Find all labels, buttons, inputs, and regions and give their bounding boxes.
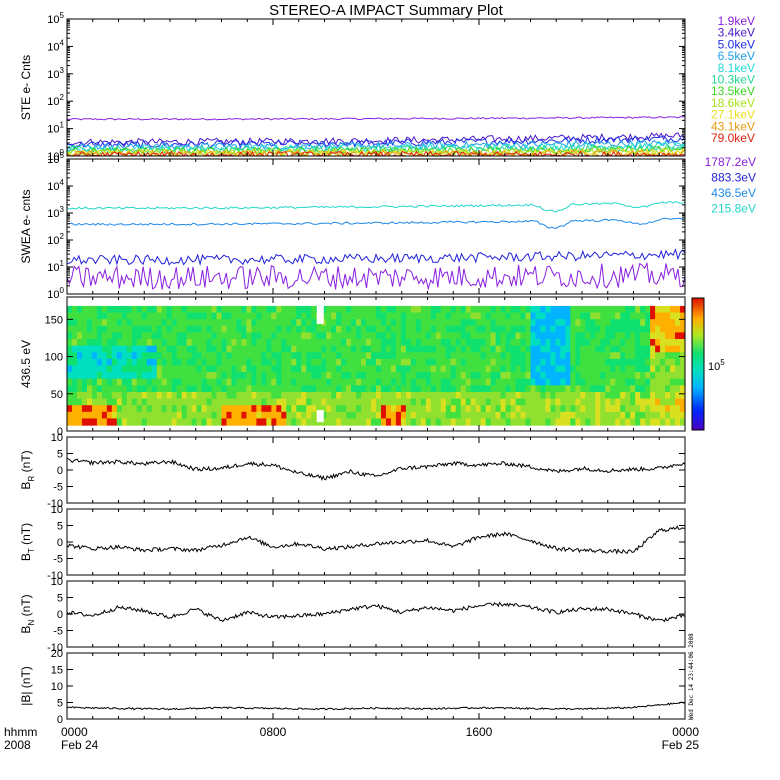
bt-ytick-label: 0	[57, 537, 63, 549]
x-axis-label-year: 2008	[4, 738, 31, 752]
ste-series-group	[67, 116, 685, 156]
legend-ste-item: 3.4keV	[718, 26, 755, 40]
swea-series-215.8eV	[67, 200, 685, 213]
bt-ytick-label: 10	[51, 504, 63, 516]
x-tick-date: Feb 24	[61, 738, 99, 752]
legend-ste-item: 10.3keV	[711, 73, 755, 87]
swea-ytick-label: 103	[47, 205, 64, 220]
bn-ytick-label: 0	[57, 609, 63, 621]
bn-ytick-label: 10	[51, 576, 63, 588]
pad-ytick-label: 150	[45, 314, 63, 326]
bt-y-axis-title: BT (nT)	[19, 523, 36, 561]
br-ytick-label: 0	[57, 465, 63, 477]
bmag-ytick-label: 5	[57, 698, 63, 710]
ste-panel-frame	[66, 18, 686, 157]
swea-ytick-label: 105	[47, 151, 64, 166]
br-ytick-label: 5	[57, 449, 63, 461]
legend-ste-item: 79.0keV	[711, 131, 755, 145]
x-tick-time: 0000	[61, 725, 88, 739]
ste-ytick-label: 102	[47, 93, 64, 108]
swea-y-axis-title: SWEA e- cnts	[19, 189, 33, 263]
colorbar	[691, 297, 705, 431]
x-tick-date: Feb 25	[662, 738, 700, 752]
plot-title: STEREO-A IMPACT Summary Plot	[269, 2, 503, 19]
ste-legend: 1.9keV3.4keV5.0keV6.5keV8.1keV10.3keV13.…	[711, 14, 755, 145]
ste-series-1.9keV	[67, 116, 685, 121]
ste-y-axis-title: STE e- Cnts	[19, 55, 33, 120]
swea-ytick-label: 101	[47, 259, 64, 274]
x-tick-time: 0800	[260, 725, 287, 739]
bmag-ytick-label: 20	[51, 648, 63, 660]
swea-series-883.3eV	[67, 248, 685, 267]
legend-ste-item: 6.5keV	[718, 49, 755, 63]
bn-ytick-label: -10	[47, 642, 63, 654]
x-axis-label-hhmm: hhmm	[4, 725, 37, 739]
ste-ytick-label: 103	[47, 66, 64, 81]
bmag-ytick-label: 0	[57, 714, 63, 726]
legend-ste-item: 5.0keV	[718, 37, 755, 51]
bn-y-axis-title: BN (nT)	[19, 594, 36, 633]
x-tick-time: 1600	[466, 725, 493, 739]
bn-line	[66, 601, 686, 623]
bt-ytick-label: -5	[53, 554, 63, 566]
legend-ste-item: 13.5keV	[711, 84, 755, 98]
swea-ytick-label: 102	[47, 232, 64, 247]
legend-swea-item: 883.3eV	[711, 171, 756, 185]
bt-line	[66, 525, 686, 555]
ste-ytick-label: 100	[47, 148, 64, 163]
ste-ytick-label: 101	[47, 121, 64, 136]
swea-series-436.5eV	[67, 217, 685, 229]
br-panel-frame	[66, 436, 686, 504]
br-line	[66, 458, 686, 482]
bmag-y-axis-title: |B| (nT)	[19, 666, 33, 706]
pad-ytick-label: 50	[51, 389, 63, 401]
swea-series-1787.2eV	[67, 261, 685, 291]
bn-ytick-label: -5	[53, 626, 63, 638]
legend-swea-item: 436.5eV	[711, 186, 756, 200]
bt-ytick-label: 5	[57, 521, 63, 533]
swea-ytick-label: 100	[47, 286, 64, 301]
legend-ste-item: 43.1keV	[711, 119, 755, 133]
bmag-ytick-label: 15	[51, 665, 63, 677]
bt-panel-frame	[66, 508, 686, 576]
x-tick-time: 0000	[672, 725, 699, 739]
ste-ytick-label: 104	[47, 38, 64, 53]
ste-ytick-label: 105	[47, 11, 64, 26]
bt-ytick-label: -10	[47, 570, 63, 582]
pad-heatmap	[67, 305, 685, 426]
bn-ytick-label: 5	[57, 593, 63, 605]
pad-y-axis-title: 436.5 eV	[19, 340, 33, 388]
br-ytick-label: 10	[51, 432, 63, 444]
legend-swea-item: 215.8eV	[711, 202, 756, 216]
legend-ste-item: 1.9keV	[718, 14, 755, 28]
pad-ytick-label: 100	[45, 352, 63, 364]
bmag-line	[66, 701, 686, 711]
legend-ste-item: 8.1keV	[718, 61, 755, 75]
br-ytick-label: -5	[53, 482, 63, 494]
legend-ste-item: 18.6keV	[711, 96, 755, 110]
legend-ste-item: 27.1keV	[711, 108, 755, 122]
bmag-ytick-label: 10	[51, 681, 63, 693]
br-ytick-label: -10	[47, 498, 63, 510]
legend-swea-item: 1787.2eV	[705, 155, 756, 169]
timestamp: Wed Dec 14 23:44:06 2008	[688, 633, 695, 720]
ste-series-18.6keV	[67, 146, 685, 156]
ste-series-3.4keV	[67, 132, 685, 147]
swea-series-group	[67, 200, 685, 291]
swea-ytick-label: 104	[47, 178, 64, 193]
br-y-axis-title: BR (nT)	[19, 450, 36, 489]
colorbar-label: 105	[708, 358, 725, 373]
pad-ytick-label: 0	[57, 426, 63, 438]
